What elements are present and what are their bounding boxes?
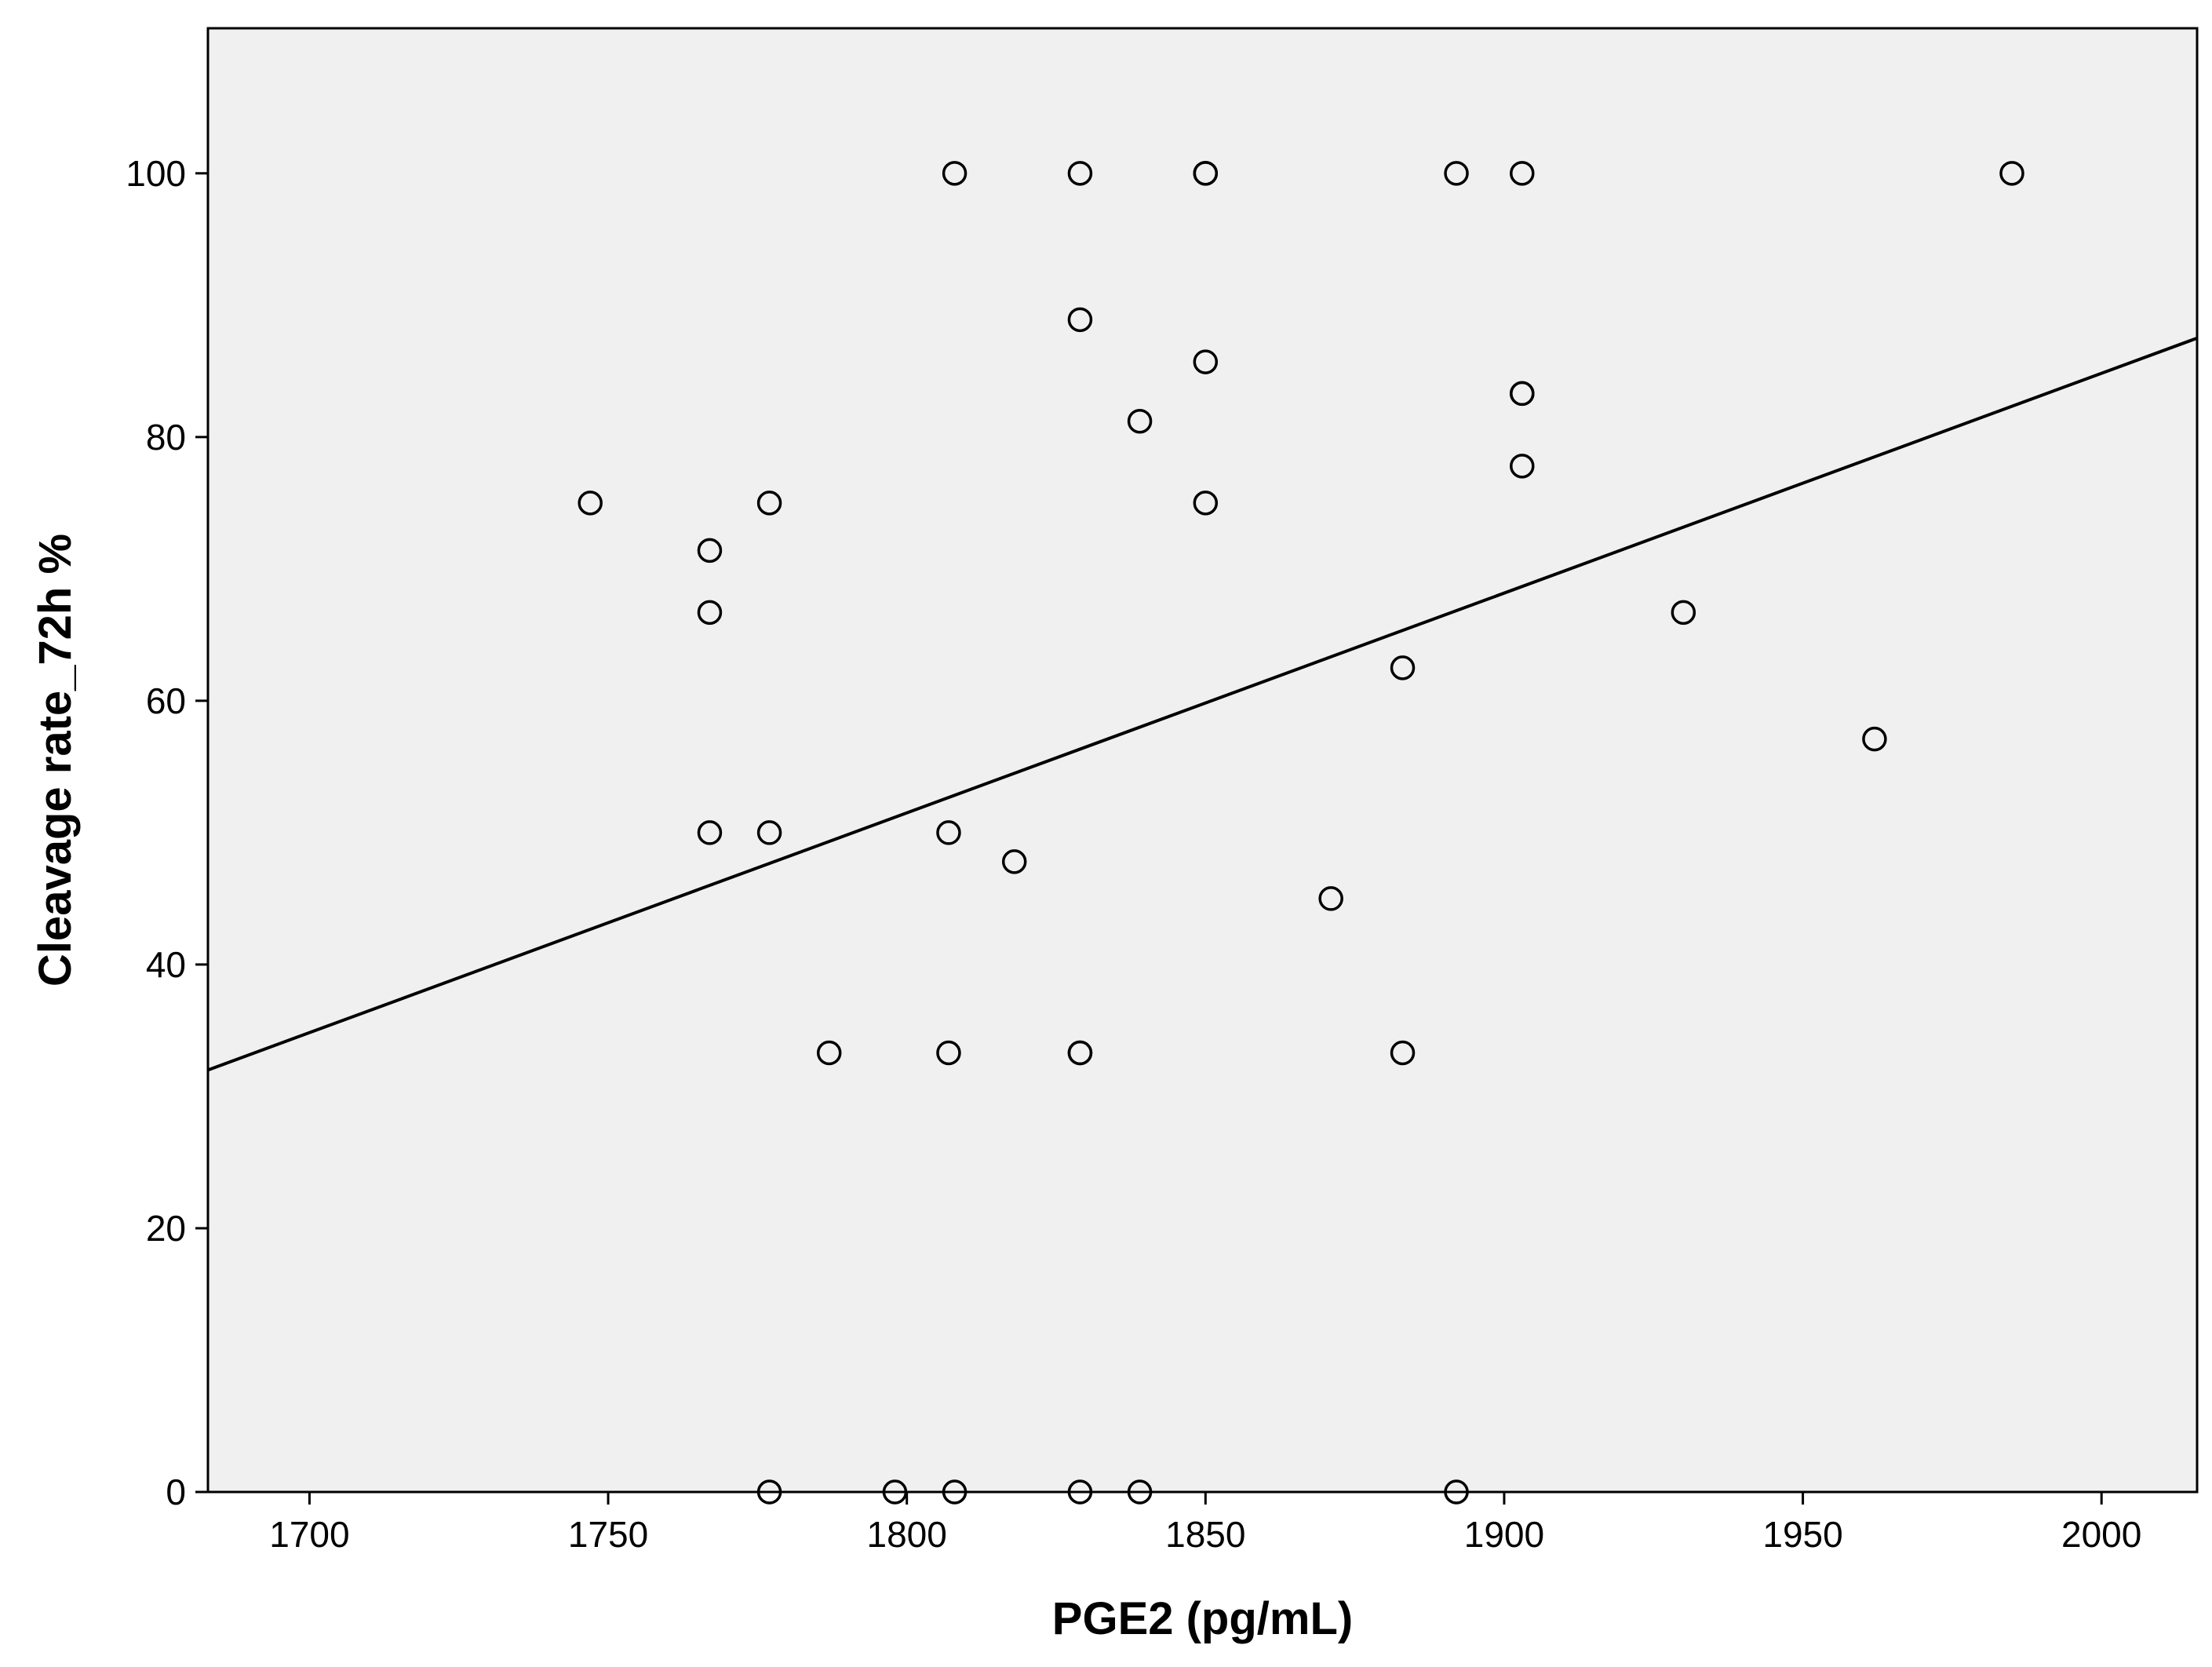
fit-line	[207, 336, 2198, 1072]
data-point	[1127, 408, 1153, 434]
y-axis: 0 20 40 60 80 100	[126, 153, 208, 1512]
data-point	[1127, 1479, 1153, 1505]
x-tick-label: 1750	[568, 1514, 648, 1555]
x-tick-label: 1950	[1762, 1514, 1842, 1555]
x-tick-label: 1800	[867, 1514, 947, 1555]
fit-layer	[207, 336, 2198, 1072]
data-point	[1067, 161, 1093, 186]
data-point	[697, 538, 723, 564]
data-point	[1390, 655, 1416, 680]
y-axis-title: Cleavage rate_72h %	[30, 534, 81, 987]
data-point	[1067, 1040, 1093, 1066]
y-tick-label: 100	[126, 153, 186, 194]
data-point	[756, 820, 782, 845]
y-tick-label: 80	[146, 417, 186, 458]
data-point	[936, 1040, 961, 1066]
data-point	[1510, 454, 1535, 479]
x-tick-label: 1900	[1464, 1514, 1544, 1555]
y-tick-label: 0	[166, 1472, 186, 1512]
data-point	[1193, 491, 1219, 516]
data-point	[1671, 600, 1696, 626]
data-point	[1067, 307, 1093, 333]
data-point	[697, 600, 723, 626]
data-point	[1510, 161, 1535, 186]
data-point	[1510, 381, 1535, 407]
data-point	[1444, 1479, 1469, 1505]
x-axis-title: PGE2 (pg/mL)	[1052, 1593, 1353, 1644]
data-point	[1318, 886, 1343, 911]
data-point	[1001, 849, 1027, 874]
data-point	[1862, 726, 1887, 752]
data-point	[942, 1479, 968, 1505]
data-point	[578, 491, 603, 516]
data-point	[756, 1479, 782, 1505]
y-tick-label: 40	[146, 944, 186, 985]
x-tick-label: 1700	[269, 1514, 349, 1555]
data-point	[1193, 161, 1219, 186]
data-point	[1999, 161, 2024, 186]
x-tick-label: 2000	[2061, 1514, 2141, 1555]
data-point	[1193, 349, 1219, 374]
y-tick-label: 20	[146, 1208, 186, 1249]
plot-area	[206, 27, 2199, 1494]
data-point	[936, 820, 961, 845]
x-axis: 1700 1750 1800 1850 1900 1950 2000	[269, 1492, 2141, 1555]
data-point	[1444, 161, 1469, 186]
data-point	[697, 820, 723, 845]
data-point	[756, 491, 782, 516]
data-point	[816, 1040, 842, 1066]
y-tick-label: 60	[146, 680, 186, 721]
data-point	[1067, 1479, 1093, 1505]
points-layer	[578, 161, 2024, 1505]
data-point	[942, 161, 968, 186]
data-point	[1390, 1040, 1416, 1066]
x-tick-label: 1850	[1165, 1514, 1245, 1555]
